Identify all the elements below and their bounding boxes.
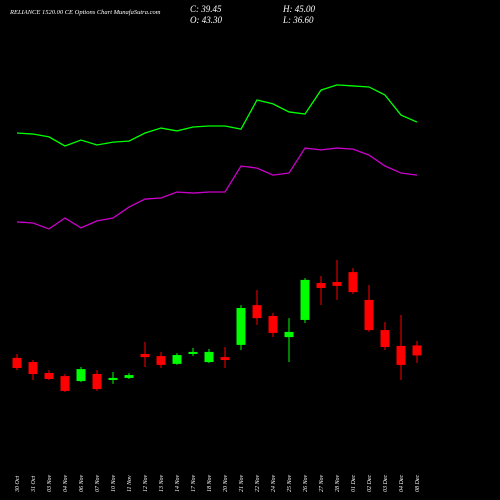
x-tick-label: 04 Nov (62, 474, 69, 492)
high-label: H: 45.00 (282, 4, 315, 14)
candle-body (252, 305, 262, 319)
x-tick-label: 18 Nov (207, 474, 213, 492)
x-tick-label: 03 Dec (383, 475, 389, 492)
candle-body (332, 281, 342, 286)
candle-body (28, 362, 38, 375)
x-tick-label: 26 Nov (303, 474, 309, 492)
candle-body (396, 345, 406, 365)
candle-body (284, 331, 294, 338)
x-tick-label: 06 Nov (79, 474, 85, 492)
candle-body (300, 279, 310, 320)
open-label: O: 43.30 (190, 15, 222, 25)
candle-body (204, 351, 214, 363)
candle-body (60, 376, 70, 391)
candle-body (316, 283, 326, 288)
chart-title: RELIANCE 1520.00 CE Options Chart Munafa… (9, 9, 161, 16)
x-tick-label: 14 Nov (174, 474, 181, 492)
x-tick-label: 20 Nov (223, 474, 229, 492)
x-tick-label: 03 Nov (47, 474, 53, 492)
x-tick-label: 30 Oct (15, 476, 21, 493)
x-tick-label: 21 Nov (239, 474, 245, 492)
candle-body (92, 374, 102, 390)
x-tick-label: 04 Dec (398, 475, 405, 492)
candle-body (220, 357, 230, 360)
x-tick-label: 22 Nov (255, 474, 261, 492)
candle-body (44, 372, 54, 379)
x-tick-label: 25 Nov (287, 474, 293, 492)
candle-body (12, 357, 22, 369)
candle-body (108, 377, 118, 380)
x-tick-label: 17 Nov (191, 474, 197, 492)
candle-body (172, 355, 182, 364)
candle-body (236, 307, 246, 345)
x-tick-label: 24 Nov (270, 474, 277, 492)
x-tick-label: 07 Nov (95, 474, 101, 492)
close-label: C: 39.45 (190, 4, 222, 14)
candle-body (124, 375, 134, 378)
x-tick-label: 13 Nov (159, 474, 165, 492)
x-tick-label: 11 Nov (127, 475, 133, 492)
x-tick-label: 31 Oct (31, 476, 37, 493)
x-tick-label: 02 Dec (367, 475, 373, 492)
indicator-line (16, 84, 418, 147)
candle-body (156, 356, 166, 365)
candle-body (348, 272, 358, 293)
x-tick-label: 27 Nov (319, 474, 325, 492)
low-label: L: 36.60 (282, 15, 314, 25)
candle-body (364, 299, 374, 331)
x-tick-label: 12 Nov (143, 474, 149, 492)
candle-body (140, 354, 150, 358)
x-tick-label: 10 Nov (111, 474, 117, 492)
candle-body (268, 316, 278, 333)
x-tick-label: 01 Dec (351, 475, 357, 492)
indicator-line (16, 147, 418, 230)
candle-body (380, 330, 390, 347)
x-tick-label: 08 Dec (415, 475, 421, 492)
candle-body (188, 351, 198, 354)
candle-body (412, 345, 422, 356)
candle-body (76, 369, 86, 382)
x-tick-label: 28 Nov (335, 474, 341, 492)
